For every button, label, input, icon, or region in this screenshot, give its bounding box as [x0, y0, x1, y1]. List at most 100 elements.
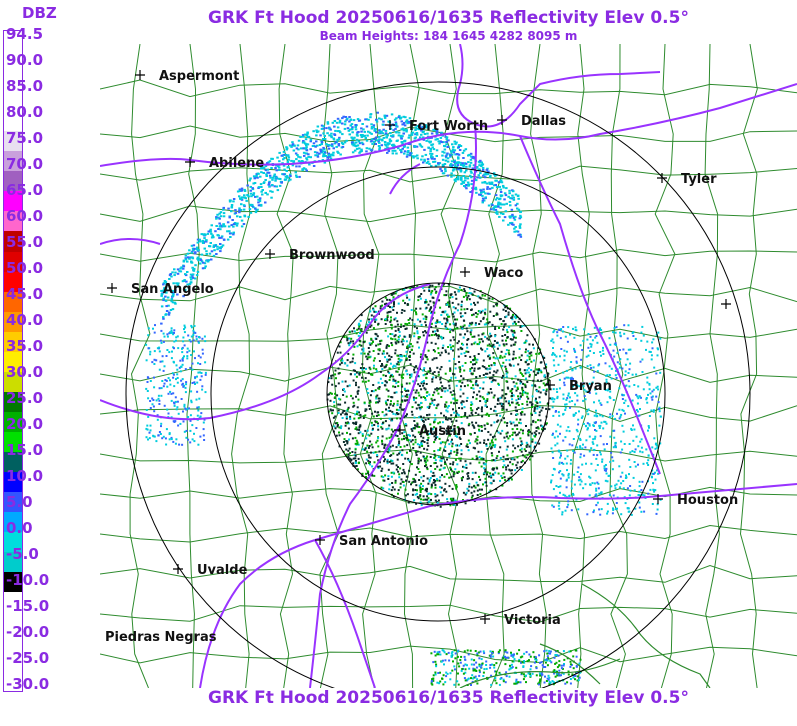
legend-color-swatch — [4, 592, 22, 613]
city-crosshair-icon — [497, 115, 507, 125]
legend-label: 50.0 — [6, 259, 44, 277]
legend-color-swatch — [4, 211, 22, 232]
coastline — [459, 583, 711, 688]
legend-color-swatch — [4, 251, 22, 272]
city-crosshair-icon — [657, 173, 667, 183]
city-crosshair-icon — [185, 157, 195, 167]
city-crosshair-icon — [721, 299, 731, 309]
city-marker: San Angelo — [107, 282, 214, 297]
city-crosshair-icon — [653, 494, 663, 504]
city-label: Fort Worth — [409, 119, 488, 134]
city-marker: Bryan — [545, 379, 612, 394]
city-crosshair-icon — [460, 267, 470, 277]
city-marker: Aspermont — [135, 69, 239, 84]
legend-label: 90.0 — [6, 51, 44, 69]
city-marker: Abilene — [185, 156, 264, 171]
legend-color-swatch — [4, 91, 22, 112]
city-crosshair-icon — [107, 283, 117, 293]
legend-color-swatch — [4, 131, 22, 152]
legend-label: 80.0 — [6, 103, 44, 121]
legend-label: 10.0 — [6, 467, 44, 485]
city-crosshair-icon — [315, 535, 325, 545]
legend-color-swatch — [4, 451, 22, 473]
legend-label: 75.0 — [6, 129, 44, 147]
legend-color-swatch — [4, 231, 22, 252]
legend-unit: DBZ — [22, 4, 57, 22]
city-marker — [721, 299, 731, 309]
city-label: Waco — [484, 266, 523, 281]
legend-color-bar — [3, 30, 23, 692]
legend-color-swatch — [4, 431, 22, 452]
city-label: Uvalde — [197, 563, 248, 578]
legend-label: 20.0 — [6, 415, 44, 433]
range-rings — [125, 81, 751, 688]
legend-color-swatch — [4, 672, 22, 691]
legend-color-swatch — [4, 552, 22, 573]
city-crosshair-icon — [265, 249, 275, 259]
legend-label: -30.0 — [6, 675, 50, 693]
city-crosshair-icon — [395, 425, 405, 435]
legend-color-swatch — [4, 331, 22, 352]
legend-color-swatch — [4, 271, 22, 292]
city-markers: Aspermont Fort Worth Dallas Abilene Tyler Bro… — [105, 69, 738, 645]
city-label: San Angelo — [131, 282, 214, 297]
city-crosshair-icon — [173, 564, 183, 574]
city-marker: Waco — [460, 266, 523, 281]
legend-label: 0.0 — [6, 519, 33, 537]
legend-color-swatch — [4, 532, 22, 553]
legend-label: 40.0 — [6, 311, 44, 329]
color-legend: DBZ 94.5 90.0 85.0 80.0 75.0 70.0 65.0 60.0 55.0… — [0, 0, 100, 726]
city-crosshair-icon — [385, 120, 395, 130]
legend-color-swatch — [4, 612, 22, 633]
city-crosshair-icon — [480, 614, 490, 624]
legend-label: 35.0 — [6, 337, 44, 355]
city-marker: Victoria — [480, 613, 561, 628]
legend-label: -10.0 — [6, 571, 50, 589]
city-marker: Uvalde — [173, 563, 248, 578]
legend-color-swatch — [4, 572, 22, 593]
legend-label: 15.0 — [6, 441, 44, 459]
city-marker: Brownwood — [265, 248, 375, 263]
legend-label: 45.0 — [6, 285, 44, 303]
legend-color-swatch — [4, 291, 22, 312]
legend-color-swatch — [4, 492, 22, 513]
city-marker: Houston — [653, 493, 738, 508]
legend-color-swatch — [4, 51, 22, 72]
radar-map[interactable]: Aspermont Fort Worth Dallas Abilene Tyler Bro… — [100, 44, 797, 688]
legend-color-swatch — [4, 411, 22, 432]
city-label: Piedras Negras — [105, 630, 217, 645]
city-label: San Antonio — [339, 534, 428, 549]
legend-label: 85.0 — [6, 77, 44, 95]
city-crosshair-icon — [545, 380, 555, 390]
legend-color-swatch — [4, 632, 22, 653]
city-marker: Piedras Negras — [105, 630, 217, 645]
city-label: Houston — [677, 493, 738, 508]
legend-color-swatch — [4, 311, 22, 332]
legend-color-swatch — [4, 191, 22, 212]
legend-color-swatch — [4, 151, 22, 172]
city-label: Austin — [419, 424, 466, 439]
legend-color-swatch — [4, 31, 22, 52]
city-label: Bryan — [569, 379, 612, 394]
legend-label: -25.0 — [6, 649, 50, 667]
legend-label: 25.0 — [6, 389, 44, 407]
city-marker: Austin — [395, 424, 466, 439]
city-marker: Fort Worth — [385, 119, 488, 134]
footer-title: GRK Ft Hood 20250616/1635 Reflectivity E… — [208, 688, 689, 708]
city-crosshair-icon — [135, 70, 145, 80]
legend-label: 55.0 — [6, 233, 44, 251]
city-marker: Dallas — [497, 114, 566, 129]
city-marker: Tyler — [657, 172, 717, 187]
city-label: Aspermont — [159, 69, 239, 84]
city-label: Abilene — [209, 156, 264, 171]
legend-color-swatch — [4, 171, 22, 192]
city-label: Victoria — [504, 613, 561, 628]
legend-color-swatch — [4, 391, 22, 412]
page-title: GRK Ft Hood 20250616/1635 Reflectivity E… — [208, 8, 689, 28]
legend-color-swatch — [4, 351, 22, 372]
legend-label: 30.0 — [6, 363, 44, 381]
legend-label: 65.0 — [6, 181, 44, 199]
legend-label: 94.5 — [6, 25, 44, 43]
legend-label: -5.0 — [6, 545, 39, 563]
legend-color-swatch — [4, 472, 22, 493]
